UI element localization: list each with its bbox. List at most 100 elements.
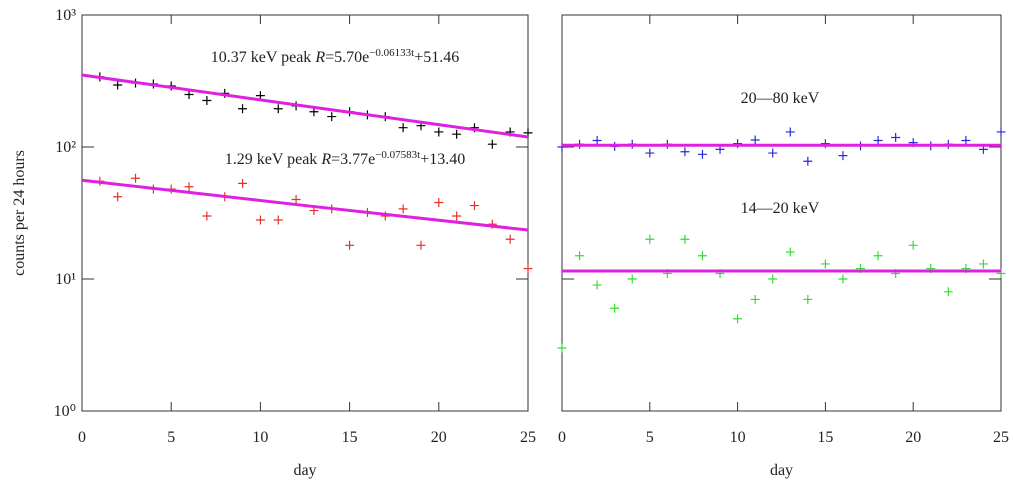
data-point xyxy=(750,135,760,145)
data-point xyxy=(131,173,141,183)
data-point xyxy=(750,294,760,304)
data-point xyxy=(803,294,813,304)
x-tick-label: 20 xyxy=(431,429,447,446)
annotation-part: 14—20 keV xyxy=(741,200,820,217)
data-point xyxy=(113,80,123,90)
annotation: 1.29 keV peak R=3.77e−0.07583t+13.40 xyxy=(225,149,466,168)
data-point xyxy=(202,211,212,221)
data-point xyxy=(785,247,795,257)
y-tick-label: 10¹ xyxy=(55,271,76,288)
data-point xyxy=(627,274,637,284)
x-tick-label: 20 xyxy=(905,429,921,446)
data-point xyxy=(592,280,602,290)
data-point xyxy=(785,127,795,137)
data-point xyxy=(820,259,830,269)
data-point xyxy=(592,136,602,146)
fit-line xyxy=(81,178,529,232)
data-point xyxy=(873,136,883,146)
x-tick-label: 25 xyxy=(993,429,1009,446)
annotation-part: R xyxy=(320,151,331,168)
plot-frame xyxy=(81,14,529,412)
data-point xyxy=(803,156,813,166)
annotation-part: 1.29 keV peak xyxy=(225,151,322,168)
data-point xyxy=(255,215,265,225)
x-tick-label: 5 xyxy=(167,429,175,446)
data-point xyxy=(434,197,444,207)
data-point xyxy=(610,303,620,313)
data-point xyxy=(697,251,707,261)
annotation-part: R xyxy=(314,49,325,66)
data-point xyxy=(943,287,953,297)
data-point xyxy=(398,123,408,133)
data-point xyxy=(768,274,778,284)
data-point xyxy=(434,127,444,137)
data-point xyxy=(873,251,883,261)
data-point xyxy=(733,314,743,324)
data-point xyxy=(238,104,248,114)
data-point xyxy=(820,139,830,149)
data-point xyxy=(273,104,283,114)
annotation: 14—20 keV xyxy=(741,200,820,217)
annotation-part: +13.40 xyxy=(420,151,465,168)
data-point xyxy=(978,259,988,269)
data-point xyxy=(184,89,194,99)
data-point xyxy=(505,234,515,244)
data-point xyxy=(645,148,655,158)
annotation-part: 20—80 keV xyxy=(741,90,820,107)
data-point xyxy=(469,201,479,211)
data-point xyxy=(327,112,337,122)
data-point xyxy=(733,139,743,149)
data-point xyxy=(452,211,462,221)
data-point xyxy=(680,234,690,244)
data-point xyxy=(768,148,778,158)
x-axis-label: day xyxy=(293,462,316,479)
data-point xyxy=(416,240,426,250)
data-point xyxy=(680,147,690,157)
x-tick-label: 0 xyxy=(558,429,566,446)
data-point xyxy=(202,96,212,106)
data-point xyxy=(996,127,1006,137)
x-tick-label: 15 xyxy=(342,429,358,446)
annotation-part: +51.46 xyxy=(414,49,459,66)
data-point xyxy=(452,129,462,139)
data-point xyxy=(645,234,655,244)
data-point xyxy=(908,240,918,250)
x-tick-label: 10 xyxy=(730,429,746,446)
plot-frame xyxy=(561,14,1002,412)
x-tick-label: 25 xyxy=(520,429,536,446)
data-point xyxy=(557,343,567,353)
data-point xyxy=(487,139,497,149)
annotation: 20—80 keV xyxy=(741,90,820,107)
data-point xyxy=(697,149,707,159)
data-point xyxy=(291,195,301,205)
x-tick-label: 10 xyxy=(252,429,268,446)
annotation: 10.37 keV peak R=5.70e−0.06133t+51.46 xyxy=(211,47,460,66)
data-point xyxy=(398,204,408,214)
data-point xyxy=(273,215,283,225)
data-point xyxy=(523,264,533,274)
x-tick-label: 0 xyxy=(78,429,86,446)
data-point xyxy=(184,182,194,192)
annotation-part: =5.70e xyxy=(325,49,369,66)
data-point xyxy=(961,136,971,146)
y-tick-label: 10⁰ xyxy=(54,403,76,420)
fit-line xyxy=(81,73,529,139)
data-point xyxy=(838,274,848,284)
annotation-part: −0.06133t xyxy=(369,47,414,59)
data-point xyxy=(238,178,248,188)
data-point xyxy=(575,251,585,261)
y-tick-label: 10³ xyxy=(55,7,76,24)
annotation-part: 10.37 keV peak xyxy=(211,49,316,66)
data-point xyxy=(891,133,901,143)
annotation-part: =3.77e xyxy=(331,151,375,168)
data-point xyxy=(113,192,123,202)
y-axis-label: counts per 24 hours xyxy=(11,150,28,276)
data-point xyxy=(345,240,355,250)
x-tick-label: 5 xyxy=(646,429,654,446)
annotation-part: −0.07583t xyxy=(375,149,420,161)
y-tick-label: 10² xyxy=(55,139,76,156)
data-point xyxy=(838,151,848,161)
x-axis-label: day xyxy=(770,462,793,479)
x-tick-label: 15 xyxy=(817,429,833,446)
